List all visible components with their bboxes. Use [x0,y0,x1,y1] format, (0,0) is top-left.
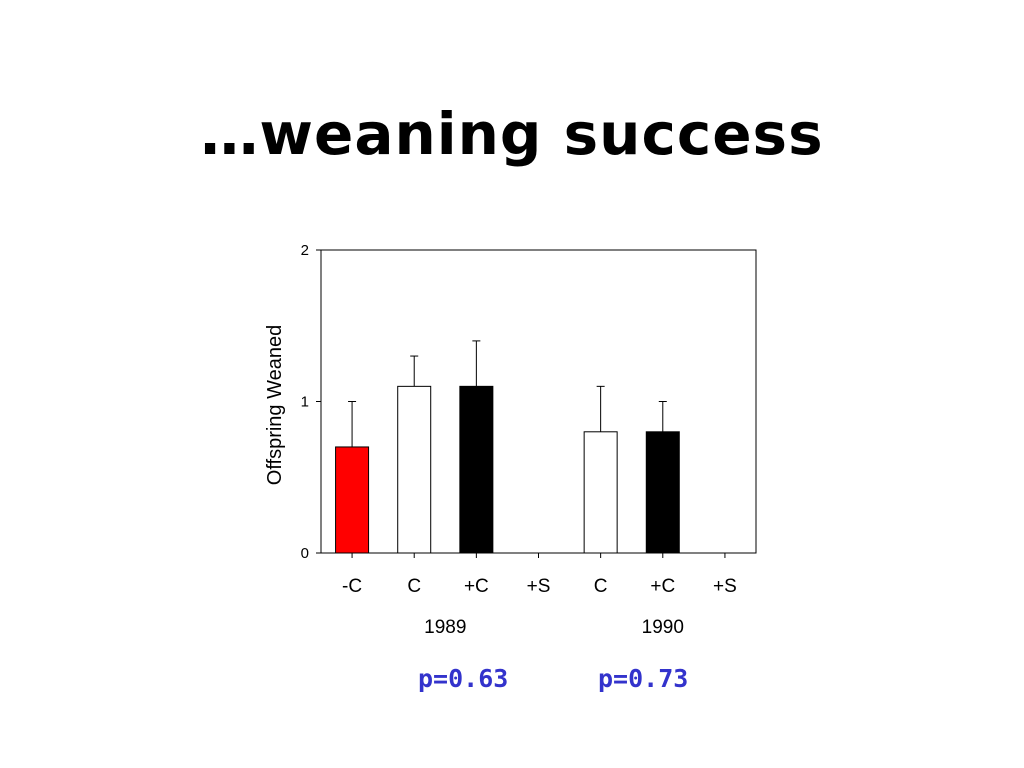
x-category-label: C [594,576,608,597]
error-bars-group [348,340,667,447]
plot-frame [320,249,757,554]
bar [459,385,494,554]
y-axis-title: Offspring Weaned [264,325,286,485]
x-category-label: +S [527,576,551,597]
x-group-label: 1989 [424,617,466,638]
y-tick-label: 2 [301,242,309,259]
plot-area-border [320,249,757,554]
x-category-label: +C [464,576,489,597]
p-value-1989: p=0.63 [418,664,509,693]
bar [583,431,618,554]
slide-title: …weaning success [200,100,824,168]
x-axis: -C C +C +S C +C +S 1989 1990 [342,553,737,638]
p-value-1990: p=0.73 [598,664,689,693]
y-axis: 0 1 2 [301,242,321,562]
bars-group [335,385,680,554]
bar [645,431,680,554]
x-category-label: C [407,576,421,597]
y-tick-label: 1 [301,394,309,411]
x-category-label: -C [342,576,362,597]
bar [397,385,432,554]
x-category-label: +S [713,576,737,597]
y-tick-label: 0 [301,545,309,562]
bar [335,446,370,554]
x-category-label: +C [650,576,675,597]
x-group-label: 1990 [642,617,684,638]
